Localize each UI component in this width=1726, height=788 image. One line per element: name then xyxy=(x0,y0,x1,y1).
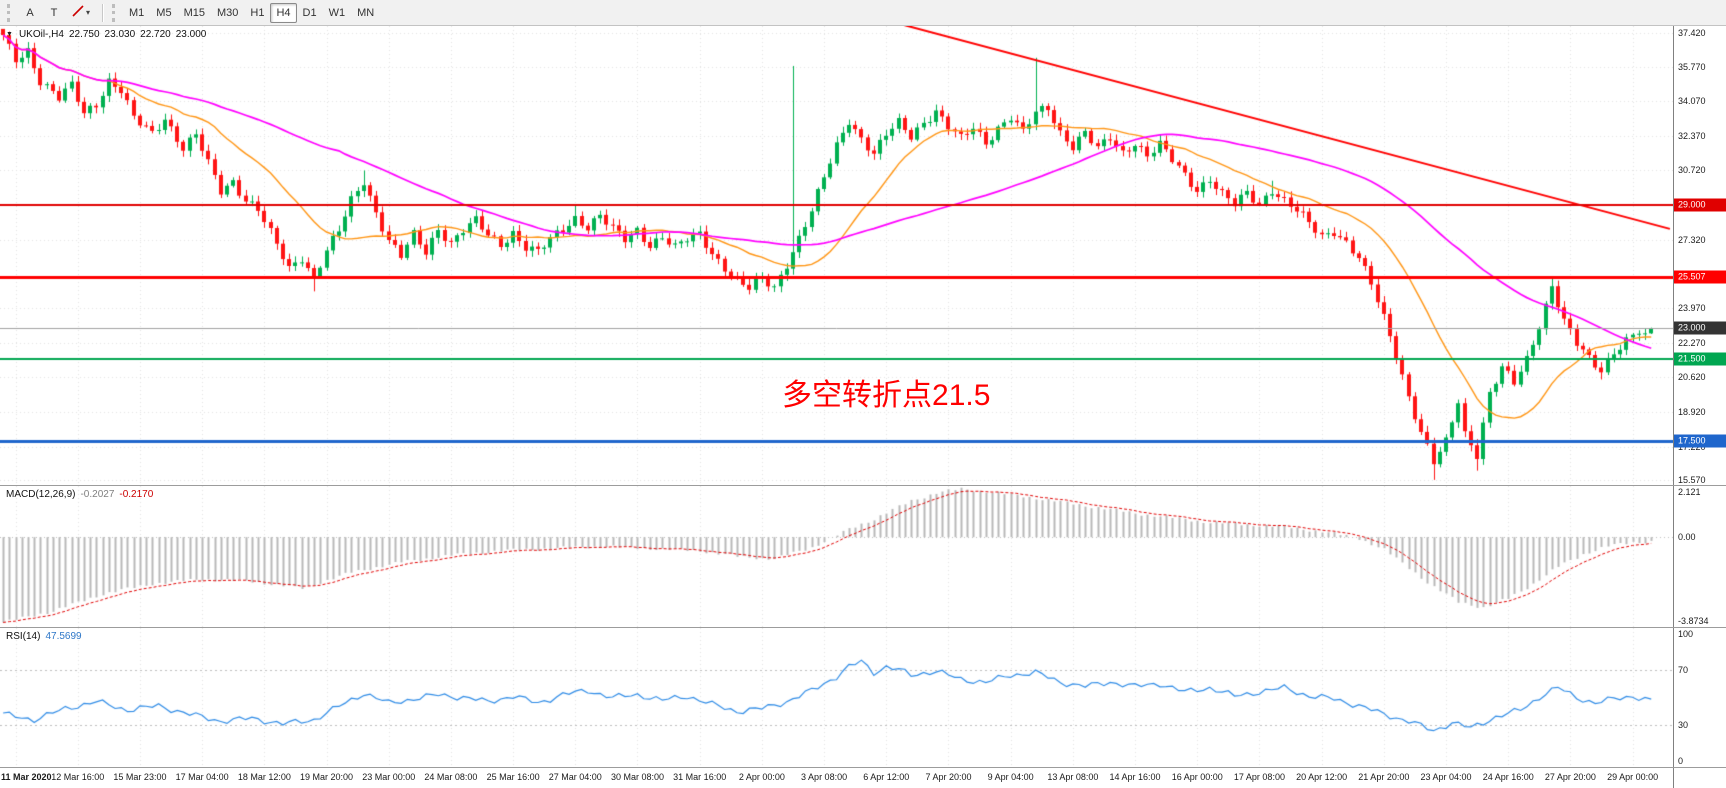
arrows-tool-button[interactable]: ▾ xyxy=(66,3,96,23)
time-axis-label: 27 Apr 20:00 xyxy=(1544,772,1596,782)
timeframe-button-m15[interactable]: M15 xyxy=(178,3,211,23)
timeframe-group: M1 M5 M15 M30 H1 H4 D1 W1 MN xyxy=(123,2,380,23)
time-axis-label: 24 Apr 16:00 xyxy=(1482,772,1534,782)
toolbar-grip[interactable] xyxy=(112,3,117,22)
price-line-badge[interactable]: 23.000 xyxy=(1674,321,1726,335)
time-axis[interactable]: 11 Mar 2020 12 Mar 16:00 15 Mar 23:00 17 Ma… xyxy=(0,768,1726,788)
time-axis-label: 23 Apr 04:00 xyxy=(1420,772,1472,782)
time-axis-label: 12 Mar 16:00 xyxy=(51,772,105,782)
macd-axis-label: 2.121 xyxy=(1678,487,1701,497)
text-tool-button[interactable]: A xyxy=(18,3,42,23)
symbol-period-label: UKOil-,H4 xyxy=(18,29,64,40)
time-axis-label: 15 Mar 23:00 xyxy=(113,772,167,782)
price-line-badge[interactable]: 25.507 xyxy=(1674,270,1726,284)
low-value: 22.720 xyxy=(140,29,171,40)
rsi-axis[interactable]: 100 70 30 0 xyxy=(1674,628,1726,767)
price-axis-label: 27.320 xyxy=(1678,234,1706,245)
caret-down-icon: ▾ xyxy=(86,8,91,17)
trendline-icon xyxy=(72,5,84,20)
one-click-trading-toggle-icon[interactable]: ▼ xyxy=(6,31,13,38)
time-axis-label: 21 Apr 20:00 xyxy=(1358,772,1410,782)
timeframe-button-mn[interactable]: MN xyxy=(351,3,380,23)
price-axis-label: 37.420 xyxy=(1678,27,1706,38)
price-axis-label: 23.970 xyxy=(1678,303,1706,314)
time-axis-label: 14 Apr 16:00 xyxy=(1109,772,1161,782)
price-axis-label: 15.570 xyxy=(1678,475,1706,486)
timeframe-button-m30[interactable]: M30 xyxy=(211,3,244,23)
timeframe-button-m5[interactable]: M5 xyxy=(150,3,177,23)
time-axis-label: 25 Mar 16:00 xyxy=(486,772,540,782)
macd-name: MACD(12,26,9) xyxy=(6,489,76,500)
time-axis-label: 9 Apr 04:00 xyxy=(987,772,1034,782)
price-chart-canvas[interactable] xyxy=(0,26,1673,485)
rsi-axis-label: 100 xyxy=(1678,629,1694,639)
toolbar-separator xyxy=(102,3,104,22)
timeframe-button-h4[interactable]: H4 xyxy=(270,2,297,23)
time-axis-label: 20 Apr 12:00 xyxy=(1296,772,1348,782)
toolbar: A T ▾ M1 M5 M15 M30 H1 H4 D1 W1 MN xyxy=(0,0,1726,26)
macd-axis-label: 0.00 xyxy=(1678,532,1696,543)
price-axis-label: 18.920 xyxy=(1678,406,1706,417)
timeframe-button-d1[interactable]: D1 xyxy=(297,3,323,23)
price-axis[interactable]: 37.420 35.770 34.070 32.370 30.720 27.320 23.9… xyxy=(1674,26,1726,485)
time-axis-label: 3 Apr 08:00 xyxy=(801,772,848,782)
time-axis-label: 13 Apr 08:00 xyxy=(1047,772,1099,782)
macd-axis[interactable]: 2.121 0.00 -3.8734 xyxy=(1674,486,1726,627)
timeframe-button-h1[interactable]: H1 xyxy=(244,3,270,23)
chart-annotation: 多空转折点21.5 xyxy=(782,378,991,412)
price-line-badge[interactable]: 29.000 xyxy=(1674,198,1726,212)
toolbar-grip[interactable] xyxy=(7,3,12,22)
main-chart-panel: ▼ UKOil-,H4 22.750 23.030 22.720 23.000 … xyxy=(0,26,1726,486)
rsi-plot[interactable]: RSI(14) 47.5699 xyxy=(0,628,1674,767)
macd-label: MACD(12,26,9) -0.2027 -0.2170 xyxy=(6,489,153,500)
chart-stack: ▼ UKOil-,H4 22.750 23.030 22.720 23.000 … xyxy=(0,26,1726,788)
time-axis-label: 31 Mar 16:00 xyxy=(673,772,727,782)
rsi-canvas[interactable] xyxy=(0,628,1673,767)
time-axis-label: 19 Mar 20:00 xyxy=(300,772,354,782)
time-axis-label: 29 Apr 00:00 xyxy=(1607,772,1659,782)
timeframe-button-m1[interactable]: M1 xyxy=(123,3,150,23)
price-axis-label: 35.770 xyxy=(1678,61,1706,72)
price-axis-label: 34.070 xyxy=(1678,96,1706,107)
macd-axis-label: -3.8734 xyxy=(1678,616,1709,626)
rsi-axis-label: 0 xyxy=(1678,756,1684,766)
time-axis-label: 6 Apr 12:00 xyxy=(863,772,910,782)
macd-signal-value: -0.2170 xyxy=(119,489,154,500)
time-axis-label: 7 Apr 20:00 xyxy=(925,772,972,782)
time-axis-label: 23 Mar 00:00 xyxy=(362,772,416,782)
time-axis-label: 24 Mar 08:00 xyxy=(424,772,478,782)
macd-panel: MACD(12,26,9) -0.2027 -0.2170 2.121 0.00 -… xyxy=(0,486,1726,628)
time-axis-label: 16 Apr 00:00 xyxy=(1171,772,1223,782)
rsi-value: 47.5699 xyxy=(45,631,82,642)
time-axis-label: 2 Apr 00:00 xyxy=(738,772,785,782)
price-line-badge[interactable]: 17.500 xyxy=(1674,434,1726,448)
time-axis-label: 30 Mar 08:00 xyxy=(610,772,665,782)
time-axis-label: 17 Apr 08:00 xyxy=(1233,772,1285,782)
time-axis-label: 27 Mar 04:00 xyxy=(548,772,602,782)
symbol-ohlc-label: ▼ UKOil-,H4 22.750 23.030 22.720 23.000 xyxy=(6,29,206,40)
open-value: 22.750 xyxy=(68,29,100,40)
macd-canvas[interactable] xyxy=(0,486,1673,627)
time-axis-label: 18 Mar 12:00 xyxy=(237,772,291,782)
rsi-label: RSI(14) 47.5699 xyxy=(6,631,82,642)
close-value: 23.000 xyxy=(175,29,207,40)
macd-main-value: -0.2027 xyxy=(80,489,115,500)
time-axis-label: 11 Mar 2020 xyxy=(1,772,52,782)
price-axis-label: 30.720 xyxy=(1678,165,1706,176)
price-line-badge[interactable]: 21.500 xyxy=(1674,352,1726,366)
macd-plot[interactable]: MACD(12,26,9) -0.2027 -0.2170 xyxy=(0,486,1674,627)
price-axis-label: 32.370 xyxy=(1678,131,1706,142)
high-value: 23.030 xyxy=(104,29,136,40)
price-axis-label: 22.270 xyxy=(1678,338,1706,349)
main-plot[interactable]: ▼ UKOil-,H4 22.750 23.030 22.720 23.000 … xyxy=(0,26,1674,485)
timeframe-button-w1[interactable]: W1 xyxy=(323,3,352,23)
rsi-panel: RSI(14) 47.5699 100 70 30 0 xyxy=(0,628,1726,768)
rsi-axis-label: 30 xyxy=(1678,720,1689,731)
time-axis-label: 17 Mar 04:00 xyxy=(175,772,229,782)
text-label-tool-button[interactable]: T xyxy=(42,3,66,23)
rsi-name: RSI(14) xyxy=(6,631,41,642)
price-axis-label: 20.620 xyxy=(1678,372,1706,382)
rsi-axis-label: 70 xyxy=(1678,664,1689,675)
